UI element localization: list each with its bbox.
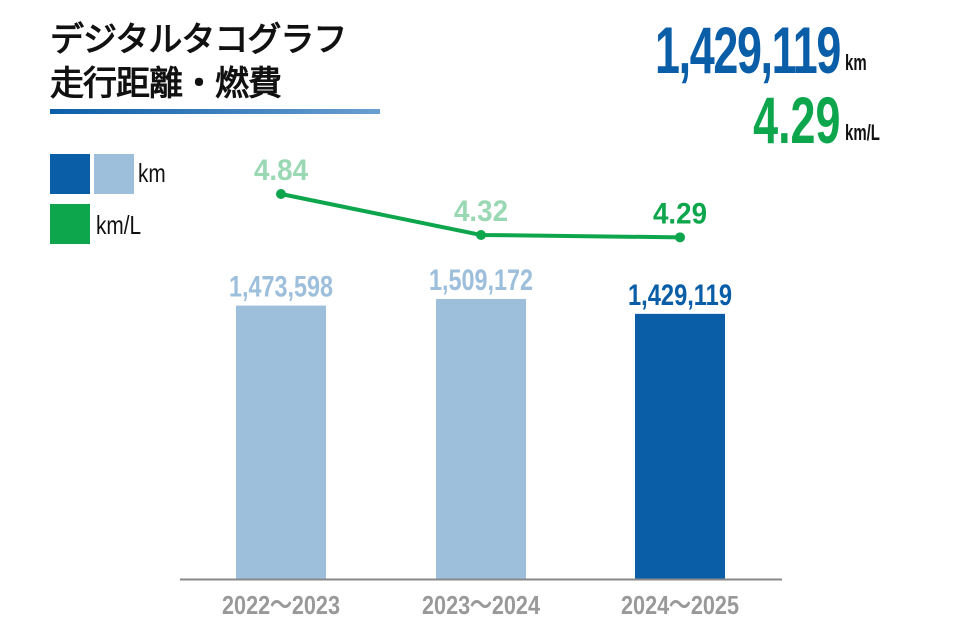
legend-swatch-kmL (50, 204, 90, 244)
title-line-2: 走行距離・燃費 (50, 65, 282, 103)
bar-2023～2024 (436, 299, 526, 579)
legend-label-kmL: km/L (96, 210, 152, 241)
kmL-value-label: 4.29 (653, 197, 707, 230)
x-tick-label: 2023～2024 (422, 590, 540, 620)
bar-value-label: 1,509,172 (429, 264, 533, 297)
title-line-1: デジタルタコグラフ (50, 21, 347, 59)
bar-value-label: 1,429,119 (628, 279, 732, 312)
kmL-point (476, 229, 486, 240)
summary-fuel-economy-value: 4.29 (752, 83, 840, 157)
bar-value-label: 1,473,598 (229, 271, 333, 304)
x-tick-label: 2024～2025 (621, 590, 739, 620)
bar-2022～2023 (236, 305, 326, 579)
kmL-value-label: 4.32 (454, 195, 508, 228)
kmL-point (675, 232, 685, 243)
summary-fuel-economy-unit: km/L (845, 120, 896, 146)
kmL-point (276, 189, 286, 199)
summary-distance: 1,429,119 (568, 12, 841, 88)
summary-distance-value: 1,429,119 (655, 13, 841, 87)
legend-label-km: km (138, 158, 173, 189)
legend-kmL-text: km/L (96, 210, 142, 240)
kmL-value-label: 4.84 (254, 154, 308, 187)
bar-2024～2025 (635, 313, 725, 579)
chart-title: デジタルタコグラフ 走行距離・燃費 (50, 18, 347, 106)
x-tick-label: 2022～2023 (222, 590, 340, 620)
fuel-unit-text: km/L (845, 120, 880, 145)
summary-fuel-economy: 4.29 (712, 82, 840, 158)
summary-distance-unit: km (845, 50, 877, 76)
legend-km-text: km (138, 158, 166, 188)
title-underline (50, 109, 380, 114)
legend-swatch-past-km (94, 154, 134, 194)
legend-swatch-current-km (50, 154, 90, 194)
distance-unit-text: km (845, 50, 867, 75)
